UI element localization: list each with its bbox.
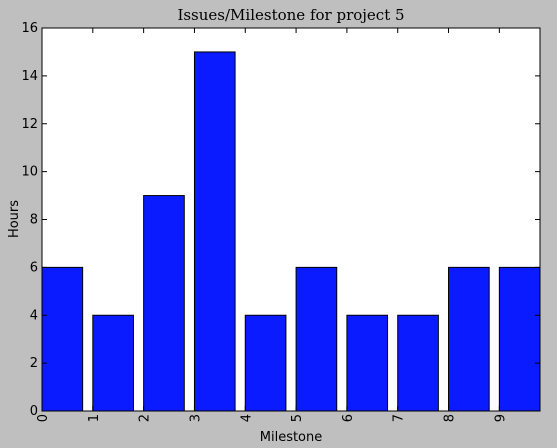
x-tick-label: 6 [341,414,356,422]
bar-9 [498,266,541,412]
x-tick-label: 8 [443,414,458,422]
y-tick-label: 10 [21,165,38,180]
bar-5 [295,266,338,412]
x-tick-label: 7 [392,414,407,422]
bar-7 [397,314,439,412]
chart-title: Issues/Milestone for project 5 [177,6,404,24]
bar-0 [41,266,84,412]
y-tick-label: 6 [30,260,38,275]
x-tick-label: 3 [188,414,203,422]
bar-1 [92,314,134,412]
y-tick-label: 16 [21,21,38,36]
x-tick-label: 1 [87,414,102,422]
x-tick-label: 2 [138,414,153,422]
x-tick-label: 4 [239,414,254,422]
bar-2 [143,195,185,412]
bar-4 [244,314,287,412]
bars [41,51,541,412]
y-tick-label: 0 [30,404,38,419]
y-tick-label: 2 [30,356,38,371]
x-tick-label: 0 [36,414,51,422]
x-tick-label: 9 [493,414,508,422]
bar-6 [346,314,389,412]
bar-3 [193,51,236,412]
y-tick-label: 12 [21,117,38,132]
y-tick-label: 4 [30,308,38,323]
y-tick-label: 8 [30,213,38,228]
x-axis-label: Milestone [260,430,323,445]
y-tick-label: 14 [21,69,38,84]
x-tick-label: 5 [290,414,305,422]
plot-frame [41,27,541,412]
y-axis-label: Hours [7,200,22,238]
bar-8 [448,266,490,412]
